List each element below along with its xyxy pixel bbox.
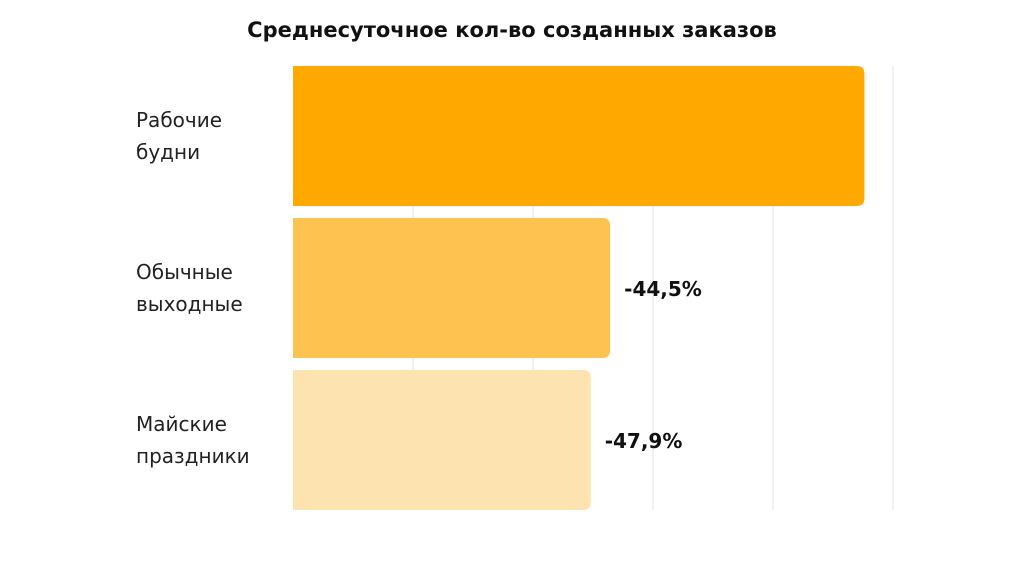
category-label-line: праздники — [136, 444, 250, 468]
category-label-line: будни — [136, 140, 201, 164]
chart-title: Среднесуточное кол-во созданных заказов — [247, 18, 777, 42]
category-label-1: Рабочие будни — [136, 104, 286, 168]
bar-1 — [293, 66, 865, 206]
data-label-2: -44,5% — [624, 277, 702, 301]
category-label-line: Рабочие — [136, 108, 223, 132]
data-label-3: -47,9% — [605, 429, 683, 453]
category-label-3: Майские праздники — [136, 408, 286, 472]
category-label-2: Обычные выходные — [136, 256, 286, 320]
bar-2 — [293, 218, 611, 358]
category-label-line: выходные — [136, 292, 243, 316]
category-label-line: Майские — [136, 412, 227, 436]
bar-3 — [293, 370, 591, 510]
category-label-line: Обычные — [136, 260, 233, 284]
